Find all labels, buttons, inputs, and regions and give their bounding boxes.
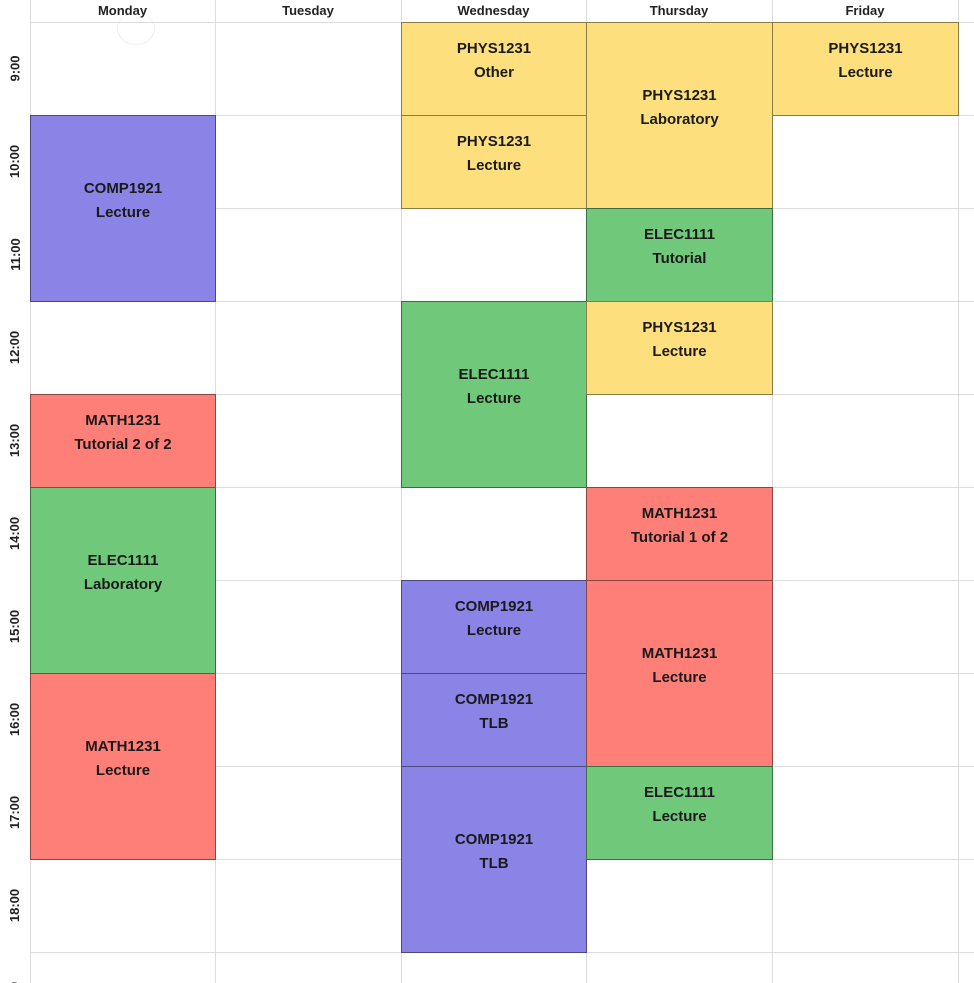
event-class-type: Lecture bbox=[652, 343, 707, 360]
event-course-code: PHYS1231 bbox=[642, 319, 717, 336]
event-label: MATH1231 Tutorial 2 of 2 bbox=[74, 409, 171, 457]
event-label: COMP1921 Lecture bbox=[84, 177, 162, 225]
event-math1231-tutorial-2-of-2-monday[interactable]: MATH1231 Tutorial 2 of 2 bbox=[30, 394, 216, 488]
event-math1231-lecture-monday[interactable]: MATH1231 Lecture bbox=[30, 673, 216, 860]
event-label: PHYS1231 Lecture bbox=[828, 37, 902, 85]
event-course-code: MATH1231 bbox=[85, 412, 161, 429]
time-label: 9:00 bbox=[2, 39, 28, 99]
event-label: ELEC1111 Laboratory bbox=[84, 549, 162, 597]
time-label-text: 10:00 bbox=[7, 144, 23, 179]
time-label: 15:00 bbox=[2, 597, 28, 657]
event-label: PHYS1231 Lecture bbox=[642, 316, 716, 364]
event-label: PHYS1231 Lecture bbox=[457, 130, 531, 178]
event-label: MATH1231 Lecture bbox=[85, 735, 161, 783]
event-phys1231-lecture-friday[interactable]: PHYS1231 Lecture bbox=[772, 22, 959, 116]
day-header-wednesday: Wednesday bbox=[457, 3, 530, 18]
event-course-code: COMP1921 bbox=[454, 830, 534, 848]
time-label-text: 18:00 bbox=[7, 888, 23, 923]
time-label: 16:00 bbox=[2, 690, 28, 750]
time-label-text: 16:00 bbox=[7, 702, 23, 737]
event-course-code: PHYS1231 bbox=[456, 40, 532, 57]
event-label: PHYS1231 Laboratory bbox=[640, 84, 718, 132]
event-course-code: COMP1921 bbox=[454, 598, 534, 615]
event-phys1231-lecture-wednesday[interactable]: PHYS1231 Lecture bbox=[401, 115, 587, 209]
event-course-code: COMP1921 bbox=[83, 179, 163, 197]
event-course-code: ELEC1111 bbox=[458, 365, 530, 383]
event-class-type: Lecture bbox=[95, 203, 151, 221]
event-class-type: Laboratory bbox=[640, 110, 719, 128]
time-label: 11:00 bbox=[2, 225, 28, 285]
time-label: 19:00 bbox=[2, 969, 28, 983]
decorative-circle bbox=[117, 12, 155, 45]
time-label: 12:00 bbox=[2, 318, 28, 378]
event-label: COMP1921 TLB bbox=[455, 828, 533, 876]
event-elec1111-tutorial-thursday[interactable]: ELEC1111 Tutorial bbox=[586, 208, 773, 302]
event-phys1231-lecture-thursday[interactable]: PHYS1231 Lecture bbox=[586, 301, 773, 395]
event-class-type: Other bbox=[473, 64, 514, 81]
event-label: MATH1231 Tutorial 1 of 2 bbox=[631, 502, 728, 550]
time-label-text: 17:00 bbox=[7, 795, 23, 830]
event-class-type: Lecture bbox=[838, 64, 893, 81]
event-label: ELEC1111 Lecture bbox=[644, 781, 715, 829]
event-course-code: MATH1231 bbox=[85, 737, 161, 755]
event-course-code: PHYS1231 bbox=[456, 133, 532, 150]
event-comp1921-tlb-wednesday[interactable]: COMP1921 TLB bbox=[401, 766, 587, 953]
event-class-type: Lecture bbox=[466, 389, 522, 407]
event-class-type: Lecture bbox=[95, 761, 151, 779]
event-label: ELEC1111 Tutorial bbox=[644, 223, 715, 271]
event-class-type: TLB bbox=[479, 715, 509, 732]
event-label: MATH1231 Lecture bbox=[642, 642, 718, 690]
day-header-friday: Friday bbox=[845, 3, 885, 18]
time-label: 17:00 bbox=[2, 783, 28, 843]
event-class-type: Lecture bbox=[652, 668, 707, 686]
event-class-type: Tutorial 1 of 2 bbox=[630, 529, 729, 546]
day-header-monday: Monday bbox=[97, 3, 148, 18]
time-label-text: 9:00 bbox=[7, 55, 23, 82]
day-header-tuesday: Tuesday bbox=[282, 3, 334, 18]
time-label-text: 12:00 bbox=[7, 330, 23, 365]
event-label: COMP1921 TLB bbox=[455, 688, 533, 736]
event-course-code: PHYS1231 bbox=[828, 40, 903, 57]
event-class-type: Laboratory bbox=[83, 575, 163, 593]
event-comp1921-tlb-wednesday[interactable]: COMP1921 TLB bbox=[401, 673, 587, 767]
event-elec1111-lecture-wednesday[interactable]: ELEC1111 Lecture bbox=[401, 301, 587, 488]
event-label: ELEC1111 Lecture bbox=[459, 363, 530, 411]
event-course-code: COMP1921 bbox=[454, 691, 534, 708]
event-course-code: MATH1231 bbox=[641, 644, 718, 662]
time-label-text: 11:00 bbox=[7, 238, 23, 271]
event-elec1111-laboratory-monday[interactable]: ELEC1111 Laboratory bbox=[30, 487, 216, 674]
time-label: 14:00 bbox=[2, 504, 28, 564]
time-label: 13:00 bbox=[2, 411, 28, 471]
time-label-text: 15:00 bbox=[7, 609, 23, 644]
event-course-code: ELEC1111 bbox=[87, 551, 159, 569]
time-label: 18:00 bbox=[2, 876, 28, 936]
event-label: PHYS1231 Other bbox=[457, 37, 531, 85]
event-class-type: Tutorial bbox=[652, 250, 707, 267]
event-class-type: Lecture bbox=[652, 808, 707, 825]
event-course-code: MATH1231 bbox=[641, 505, 718, 522]
grid-column-divider bbox=[401, 0, 402, 983]
event-class-type: Lecture bbox=[466, 622, 522, 639]
day-header-thursday: Thursday bbox=[649, 3, 709, 18]
event-course-code: ELEC1111 bbox=[644, 226, 715, 243]
event-math1231-lecture-thursday[interactable]: MATH1231 Lecture bbox=[586, 580, 773, 767]
event-comp1921-lecture-monday[interactable]: COMP1921 Lecture bbox=[30, 115, 216, 302]
time-label: 10:00 bbox=[2, 132, 28, 192]
event-label: COMP1921 Lecture bbox=[455, 595, 533, 643]
event-phys1231-laboratory-thursday[interactable]: PHYS1231 Laboratory bbox=[586, 22, 773, 209]
event-class-type: Lecture bbox=[466, 157, 522, 174]
grid-column-divider bbox=[958, 0, 959, 983]
time-label-text: 13:00 bbox=[7, 423, 23, 458]
time-label-text: 14:00 bbox=[7, 516, 23, 551]
event-class-type: TLB bbox=[479, 854, 509, 872]
event-phys1231-other-wednesday[interactable]: PHYS1231 Other bbox=[401, 22, 587, 116]
event-course-code: ELEC1111 bbox=[644, 784, 715, 801]
event-class-type: Tutorial 2 of 2 bbox=[74, 436, 172, 453]
event-comp1921-lecture-wednesday[interactable]: COMP1921 Lecture bbox=[401, 580, 587, 674]
event-elec1111-lecture-thursday[interactable]: ELEC1111 Lecture bbox=[586, 766, 773, 860]
event-math1231-tutorial-1-of-2-thursday[interactable]: MATH1231 Tutorial 1 of 2 bbox=[586, 487, 773, 581]
event-course-code: PHYS1231 bbox=[642, 86, 717, 104]
